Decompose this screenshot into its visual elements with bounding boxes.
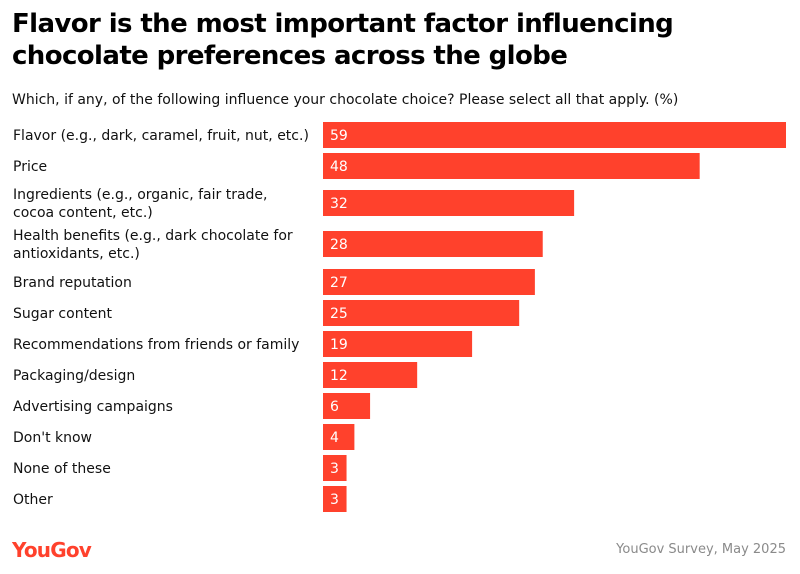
bar bbox=[323, 190, 575, 216]
category-label-line: Recommendations from friends or family bbox=[13, 337, 299, 353]
bar bbox=[323, 393, 371, 419]
category-label-line: cocoa content, etc.) bbox=[13, 205, 153, 221]
category-label: Recommendations from friends or family bbox=[13, 337, 299, 353]
category-label: Don't know bbox=[13, 430, 92, 446]
bar-value-label: 19 bbox=[330, 337, 348, 353]
category-label-line: None of these bbox=[13, 461, 111, 477]
category-label-line: Ingredients (e.g., organic, fair trade, bbox=[13, 187, 268, 203]
bar bbox=[323, 455, 347, 481]
bar bbox=[323, 486, 347, 512]
category-label-line: Advertising campaigns bbox=[13, 399, 173, 415]
yougov-logo: YouGov bbox=[12, 538, 92, 562]
bar bbox=[323, 362, 418, 388]
bar bbox=[323, 153, 700, 179]
category-label-line: Price bbox=[13, 159, 47, 175]
category-label: None of these bbox=[13, 461, 111, 477]
category-label: Health benefits (e.g., dark chocolate fo… bbox=[13, 228, 293, 262]
bar bbox=[323, 424, 355, 450]
category-label: Other bbox=[13, 492, 53, 508]
category-label-line: Brand reputation bbox=[13, 275, 132, 291]
bar bbox=[323, 331, 473, 357]
bar-value-label: 3 bbox=[330, 492, 339, 508]
category-label-line: Health benefits (e.g., dark chocolate fo… bbox=[13, 228, 293, 244]
bar-value-label: 32 bbox=[330, 196, 348, 212]
category-label-line: Don't know bbox=[13, 430, 92, 446]
category-label: Ingredients (e.g., organic, fair trade, c… bbox=[13, 187, 268, 221]
bar-value-label: 59 bbox=[330, 128, 348, 144]
category-label: Flavor (e.g., dark, caramel, fruit, nut,… bbox=[13, 128, 309, 144]
category-label: Advertising campaigns bbox=[13, 399, 173, 415]
bar-value-label: 25 bbox=[330, 306, 348, 322]
bar-value-label: 48 bbox=[330, 159, 348, 175]
chart-subtitle: Which, if any, of the following influenc… bbox=[12, 92, 679, 108]
bar bbox=[323, 231, 543, 257]
category-label-line: Flavor (e.g., dark, caramel, fruit, nut,… bbox=[13, 128, 309, 144]
category-label: Brand reputation bbox=[13, 275, 132, 291]
bar bbox=[323, 122, 786, 148]
bar-value-label: 6 bbox=[330, 399, 339, 415]
category-label: Packaging/design bbox=[13, 368, 135, 384]
category-label: Price bbox=[13, 159, 47, 175]
bar-value-label: 3 bbox=[330, 461, 339, 477]
category-label-line: Sugar content bbox=[13, 306, 113, 322]
category-label-line: antioxidants, etc.) bbox=[13, 246, 140, 262]
category-label-line: Packaging/design bbox=[13, 368, 135, 384]
category-label: Sugar content bbox=[13, 306, 113, 322]
bar-value-label: 28 bbox=[330, 237, 348, 253]
bar bbox=[323, 300, 520, 326]
category-label-line: Other bbox=[13, 492, 53, 508]
chart-title: Flavor is the most important factor infl… bbox=[12, 9, 674, 71]
bar-value-label: 12 bbox=[330, 368, 348, 384]
bar-value-label: 27 bbox=[330, 275, 348, 291]
source-note: YouGov Survey, May 2025 bbox=[616, 542, 786, 557]
bar-value-label: 4 bbox=[330, 430, 339, 446]
bar bbox=[323, 269, 535, 295]
